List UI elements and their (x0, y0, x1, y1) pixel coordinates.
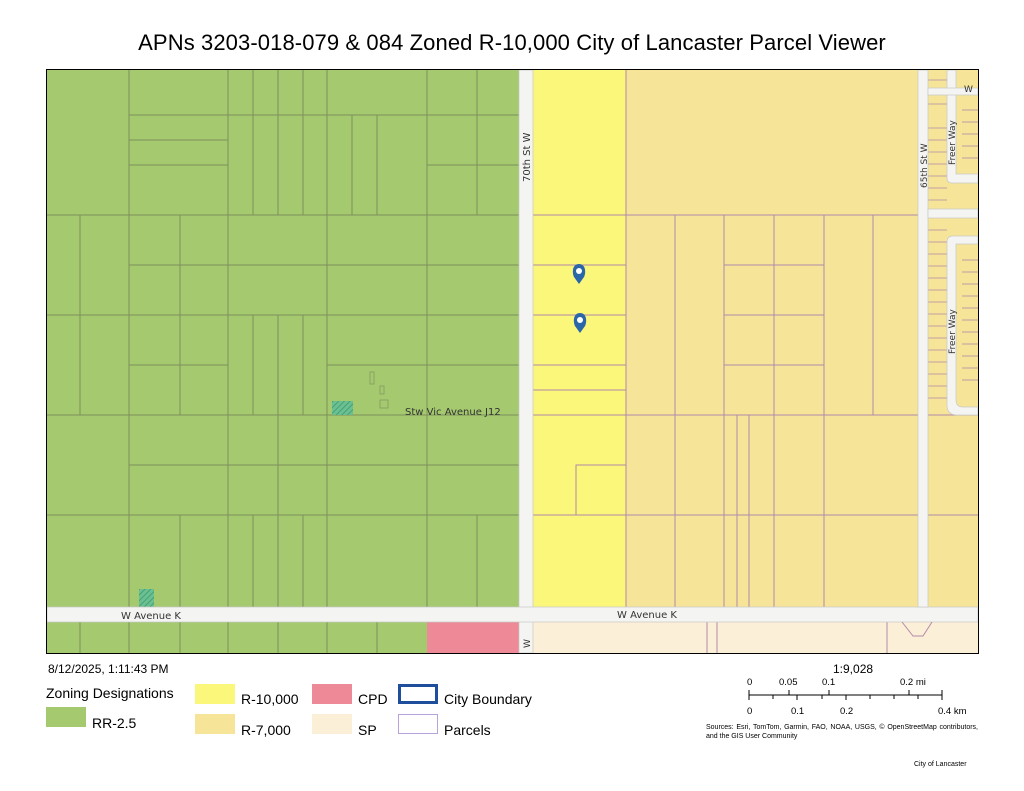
label-stw-vic-avenue-j12: Stw Vic Avenue J12 (405, 407, 501, 418)
timestamp: 8/12/2025, 1:11:43 PM (48, 662, 169, 676)
legend-swatch-sp (312, 714, 352, 734)
scale-mi-0: 0 (747, 677, 753, 688)
scale-km-0-2: 0.2 (840, 706, 854, 717)
map-credit: City of Lancaster (914, 761, 967, 768)
map-canvas[interactable]: 70th St W 65th St W Freer Way Freer Way … (47, 70, 978, 653)
roads (47, 70, 978, 653)
scale-mi-0-2: 0.2 mi (900, 677, 926, 688)
scale-km-0: 0 (747, 706, 753, 717)
zone-rr-2-5 (47, 70, 519, 607)
label-70th-st-w: 70th St W (522, 132, 533, 182)
legend-swatch-rr-2-5 (46, 707, 86, 727)
zone-r-10000 (533, 70, 626, 607)
zone-r-7000 (626, 70, 918, 607)
legend-label-cpd: CPD (358, 691, 388, 707)
legend-label-city-boundary: City Boundary (444, 691, 532, 707)
legend-swatch-parcels (398, 714, 438, 734)
street-labels: 70th St W 65th St W Freer Way Freer Way … (121, 85, 973, 648)
map-view[interactable]: 70th St W 65th St W Freer Way Freer Way … (46, 69, 979, 654)
legend-swatch-city-boundary (398, 684, 438, 704)
label-65th-st-w: 65th St W (920, 143, 930, 188)
map-title: APNs 3203-018-079 & 084 Zoned R-10,000 C… (138, 30, 886, 55)
label-freer-way-bottom: Freer Way (948, 309, 958, 354)
scale-ratio: 1:9,028 (833, 662, 874, 676)
legend-label-parcels: Parcels (444, 722, 491, 738)
legend-swatch-r-10000 (195, 684, 235, 704)
hatched-parcel (332, 401, 353, 415)
legend-label-r-7000: R-7,000 (241, 722, 291, 738)
parcel-marker-079[interactable] (572, 264, 586, 284)
map-sources: Sources: Esri, TomTom, Garmin, FAO, NOAA… (706, 724, 978, 740)
subdivision-lots (928, 79, 978, 399)
scale-km-0-4: 0.4 km (938, 706, 967, 717)
label-w-top-right: W (964, 85, 973, 95)
legend-swatch-cpd (312, 684, 352, 704)
zone-rr-2-5-south (47, 622, 427, 653)
label-w-avenue-k-left: W Avenue K (121, 611, 181, 622)
scale-mi-0-05: 0.05 (779, 677, 798, 688)
scale-km-0-1: 0.1 (791, 706, 805, 717)
label-w-avenue-k-right: W Avenue K (617, 610, 677, 621)
legend-swatch-r-7000 (195, 714, 235, 734)
legend-title: Zoning Designations (46, 685, 174, 701)
legend-label-r-10000: R-10,000 (241, 691, 299, 707)
legend-label-rr-2-5: RR-2.5 (92, 715, 137, 731)
parcel-marker-084[interactable] (573, 313, 587, 333)
parcel-lines-west (47, 70, 519, 653)
legend-label-sp: SP (358, 722, 377, 738)
zone-sp (533, 622, 978, 653)
scale-mi-0-1: 0.1 (822, 677, 836, 688)
zone-cpd (427, 622, 519, 653)
label-freer-way-top: Freer Way (948, 120, 958, 165)
small-structures (369, 371, 389, 409)
scale-bar (748, 690, 943, 700)
label-w-bottom: W (523, 639, 533, 648)
parcel-lines-east (533, 70, 978, 653)
